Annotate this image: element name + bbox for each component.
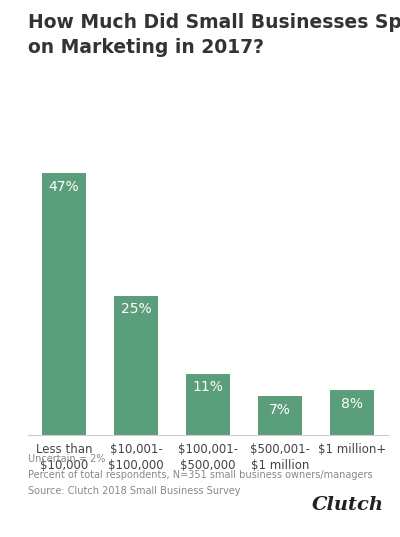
Bar xyxy=(330,390,374,435)
Bar xyxy=(114,296,158,435)
Text: Percent of total respondents, N=351 small business owners/managers: Percent of total respondents, N=351 smal… xyxy=(28,470,373,480)
Text: How Much Did Small Businesses Spend
on Marketing in 2017?: How Much Did Small Businesses Spend on M… xyxy=(28,13,400,57)
Text: Source: Clutch 2018 Small Business Survey: Source: Clutch 2018 Small Business Surve… xyxy=(28,486,240,496)
Text: 25%: 25% xyxy=(121,302,151,316)
Text: 47%: 47% xyxy=(49,180,79,194)
Text: Uncertain = 2%: Uncertain = 2% xyxy=(28,454,105,464)
Text: 8%: 8% xyxy=(341,397,363,411)
Text: 7%: 7% xyxy=(269,403,291,417)
Bar xyxy=(42,173,86,435)
Text: 11%: 11% xyxy=(192,380,224,394)
Bar xyxy=(258,396,302,435)
Text: Clutch: Clutch xyxy=(312,496,384,514)
Bar xyxy=(186,374,230,435)
